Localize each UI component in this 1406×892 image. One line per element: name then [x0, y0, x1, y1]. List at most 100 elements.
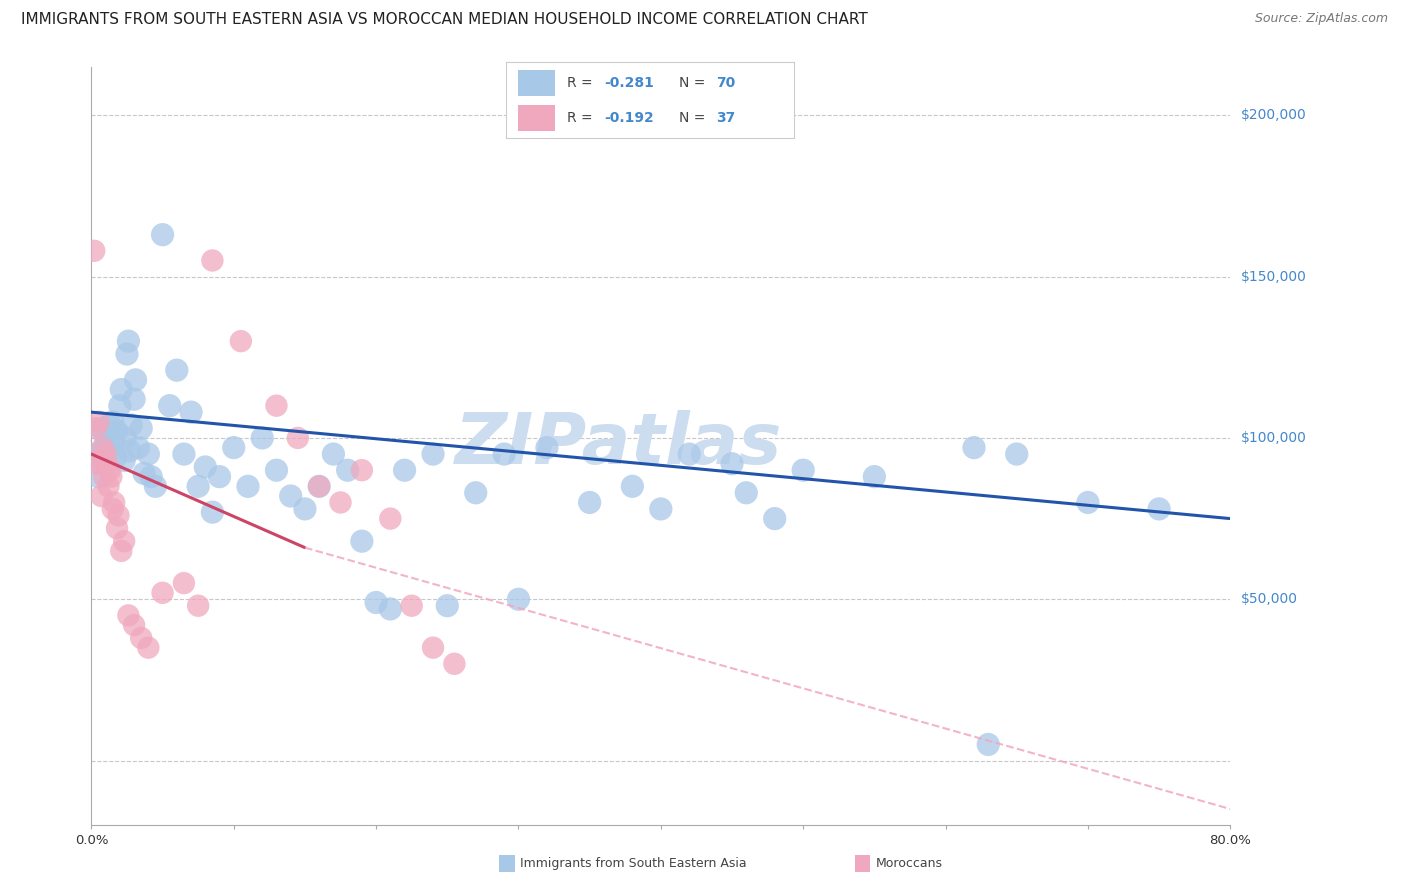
Point: [108, 399, 131, 413]
Point: [180, 405, 202, 419]
Point: [1005, 447, 1028, 461]
Point: [863, 469, 886, 483]
Point: [350, 534, 373, 549]
Point: [129, 421, 152, 435]
Point: [494, 447, 516, 461]
Point: [578, 495, 600, 509]
Point: [96, 457, 118, 471]
Point: [380, 602, 402, 616]
Point: [96, 437, 118, 451]
Point: [138, 640, 160, 655]
Point: [308, 479, 330, 493]
Text: -0.192: -0.192: [605, 111, 654, 125]
Point: [90, 489, 112, 503]
Point: [89, 453, 111, 467]
Point: [443, 657, 465, 671]
Point: [129, 631, 152, 645]
Point: [114, 431, 136, 445]
Point: [152, 227, 174, 242]
Point: [422, 447, 444, 461]
Point: [266, 399, 288, 413]
Point: [87, 469, 110, 483]
Point: [422, 640, 444, 655]
Point: [721, 457, 744, 471]
Point: [93, 469, 115, 483]
Point: [120, 417, 142, 432]
Point: [1147, 502, 1170, 516]
Point: [115, 347, 138, 361]
Point: [294, 502, 316, 516]
Point: [101, 415, 124, 429]
Point: [201, 505, 224, 519]
Point: [963, 441, 986, 455]
Point: [124, 373, 146, 387]
Point: [236, 479, 259, 493]
Point: [87, 415, 110, 429]
Point: [105, 521, 128, 535]
Point: [329, 495, 352, 509]
Point: [166, 363, 188, 377]
Point: [91, 441, 114, 455]
Point: [104, 450, 127, 465]
Point: [287, 431, 309, 445]
Point: [98, 417, 121, 432]
Point: [100, 469, 122, 483]
Text: Immigrants from South Eastern Asia: Immigrants from South Eastern Asia: [520, 857, 747, 870]
Text: Moroccans: Moroccans: [876, 857, 943, 870]
Point: [536, 441, 558, 455]
Point: [678, 447, 700, 461]
Point: [122, 618, 145, 632]
Text: 70: 70: [717, 76, 735, 90]
Point: [201, 253, 224, 268]
Point: [84, 421, 107, 435]
Point: [141, 469, 163, 483]
Text: -0.281: -0.281: [605, 76, 654, 90]
Point: [112, 534, 135, 549]
Text: $150,000: $150,000: [1241, 269, 1308, 284]
Point: [90, 421, 112, 435]
Point: [86, 457, 108, 471]
Text: 37: 37: [717, 111, 735, 125]
Point: [763, 511, 786, 525]
FancyBboxPatch shape: [517, 70, 555, 95]
Point: [91, 443, 114, 458]
Point: [84, 447, 107, 461]
Point: [229, 334, 252, 348]
Point: [173, 576, 195, 591]
Point: [436, 599, 458, 613]
Point: [194, 460, 217, 475]
Point: [97, 479, 120, 493]
Point: [735, 485, 758, 500]
FancyBboxPatch shape: [517, 105, 555, 130]
Text: Source: ZipAtlas.com: Source: ZipAtlas.com: [1254, 12, 1388, 25]
Point: [336, 463, 359, 477]
Point: [250, 431, 273, 445]
Point: [127, 441, 149, 455]
Point: [350, 463, 373, 477]
Point: [394, 463, 416, 477]
Text: N =: N =: [679, 76, 710, 90]
Point: [222, 441, 245, 455]
Point: [145, 479, 167, 493]
Point: [138, 447, 160, 461]
Point: [401, 599, 423, 613]
Point: [98, 463, 121, 477]
Point: [621, 479, 644, 493]
Point: [159, 399, 181, 413]
Point: [208, 469, 231, 483]
Point: [122, 392, 145, 407]
Point: [110, 544, 132, 558]
Point: [94, 447, 117, 461]
Point: [187, 479, 209, 493]
Text: R =: R =: [567, 111, 596, 125]
Point: [101, 502, 124, 516]
Point: [118, 443, 141, 458]
Point: [105, 425, 128, 439]
Text: $100,000: $100,000: [1241, 431, 1308, 445]
Point: [380, 511, 402, 525]
Point: [187, 599, 209, 613]
Point: [280, 489, 302, 503]
Point: [112, 453, 135, 467]
Point: [464, 485, 486, 500]
Text: $50,000: $50,000: [1241, 592, 1298, 607]
